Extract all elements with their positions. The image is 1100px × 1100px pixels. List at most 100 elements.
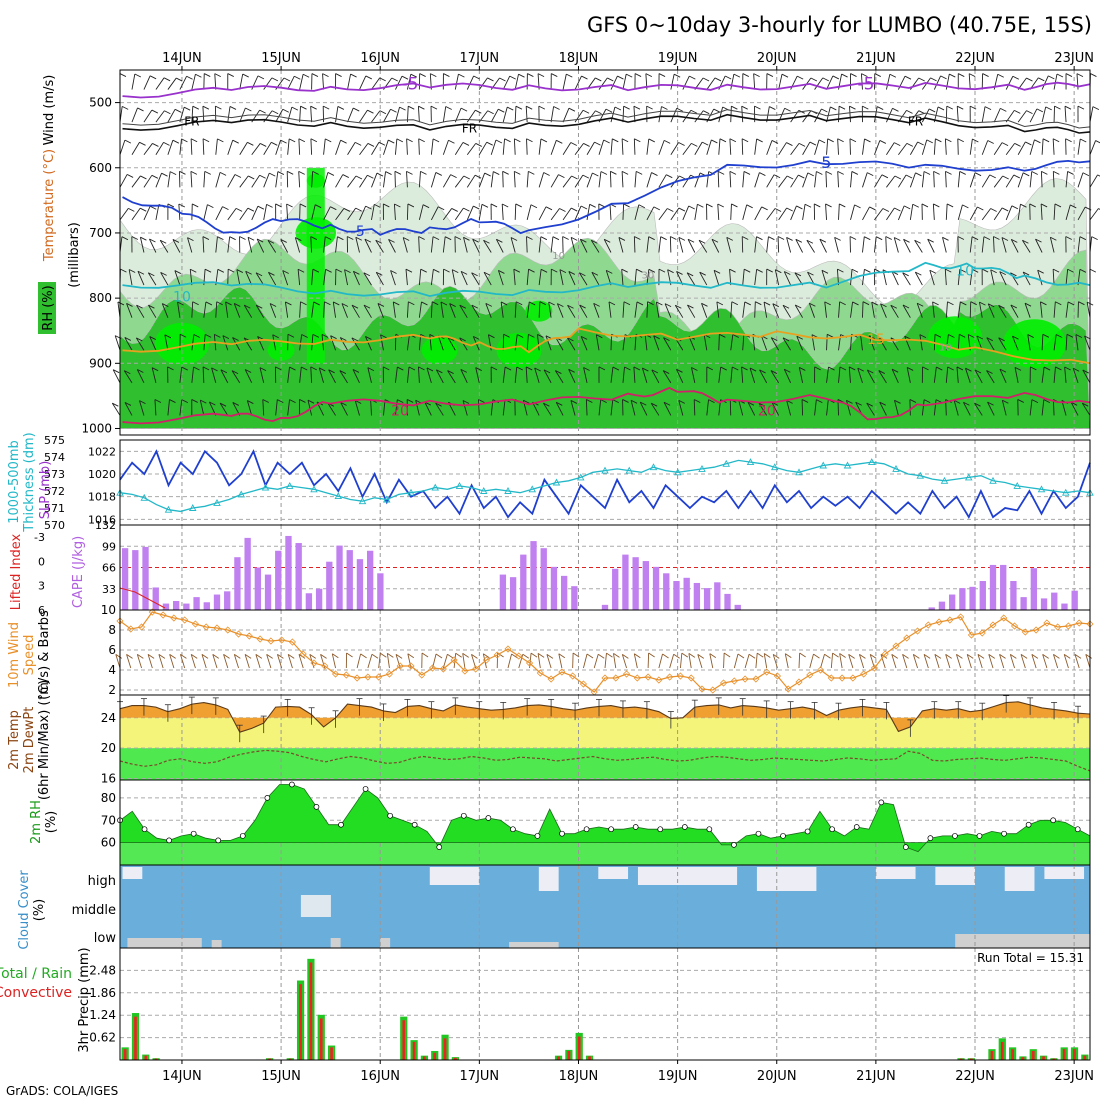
thickness-marker	[940, 476, 949, 484]
upper-wind-barb	[460, 369, 468, 384]
upper-wind-barb-flag	[936, 366, 943, 371]
upper-wind-barb-flag	[473, 205, 480, 210]
upper-wind-barb-flag	[426, 367, 434, 372]
thickness-tick-label: 575	[44, 434, 65, 447]
upper-wind-barb-flag	[1067, 301, 1075, 306]
wind10m-barb-flag	[1074, 654, 1082, 659]
temp2m-tick-label: 20	[101, 741, 116, 755]
wind10m-barb	[298, 654, 304, 669]
upper-wind-barb-flag	[124, 370, 131, 374]
wind10m-marker	[569, 672, 577, 680]
upper-wind-barb-flag	[350, 73, 357, 78]
upper-wind-barb-flag	[1040, 203, 1048, 208]
upper-wind-barb-flag	[1067, 171, 1074, 175]
upper-wind-barb	[825, 203, 827, 220]
upper-wind-barb-flag	[169, 399, 176, 403]
upper-wind-barb-flag	[313, 301, 320, 306]
upper-wind-barb-flag	[688, 205, 695, 210]
upper-wind-barb	[119, 139, 126, 155]
upper-wind-barb-flag	[515, 301, 523, 306]
upper-wind-barb	[191, 301, 194, 318]
upper-wind-barb	[663, 337, 672, 351]
wind10m-barb	[988, 654, 994, 669]
upper-wind-barb-flag	[678, 207, 686, 212]
upper-wind-barb	[388, 239, 396, 253]
wind10m-marker	[816, 666, 825, 674]
precip-convective-bar	[288, 1058, 292, 1060]
upper-wind-barb-flag	[1077, 105, 1085, 110]
upper-wind-barb-flag	[148, 272, 155, 277]
upper-wind-barb	[567, 304, 576, 318]
upper-wind-barb	[969, 236, 973, 253]
upper-wind-barb-flag	[965, 367, 972, 372]
cape-bar	[264, 574, 272, 610]
upper-wind-barb-flag	[435, 402, 442, 407]
upper-wind-barb-flag	[528, 170, 535, 175]
cloud-high-gap	[598, 867, 629, 879]
cape-bar	[1071, 590, 1078, 610]
upper-wind-barb	[993, 108, 1001, 123]
upper-wind-barb-flag	[500, 301, 508, 306]
upper-wind-barb-flag	[539, 301, 547, 306]
upper-wind-barb-flag	[774, 208, 782, 212]
upper-wind-barb-flag	[257, 75, 265, 80]
rh2m-marker	[608, 826, 614, 833]
upper-wind-barb	[514, 106, 517, 123]
upper-wind-barb-flag	[551, 268, 558, 273]
day-label-top: 16JUN	[360, 51, 400, 66]
thickness-marker	[576, 473, 585, 481]
upper-wind-barb	[663, 402, 672, 416]
upper-wind-barb-flag	[526, 236, 533, 240]
wind10m-barb-flag	[320, 654, 327, 659]
upper-wind-barb-flag	[771, 140, 779, 144]
upper-wind-barb	[471, 304, 480, 318]
upper-wind-barb-flag	[462, 142, 470, 146]
li-ylabel-0: Lifted Index	[9, 533, 24, 610]
upper-wind-barb-flag	[380, 334, 387, 339]
upper-wind-barb-flag	[945, 170, 952, 175]
upper-wind-barb	[239, 207, 249, 221]
upper-wind-barb-flag	[172, 239, 180, 243]
upper-wind-barb	[124, 402, 133, 416]
upper-wind-barb	[143, 175, 153, 188]
upper-wind-barb-flag	[927, 238, 934, 243]
upper-wind-barb	[275, 399, 278, 416]
wind10m-barb-flag	[785, 653, 792, 659]
cloud-level-label: high	[88, 874, 116, 889]
upper-wind-barb-flag	[945, 268, 952, 273]
upper-wind-barb-flag	[528, 333, 535, 338]
upper-wind-barb	[454, 74, 459, 90]
upper-wind-barb	[591, 272, 600, 286]
upper-wind-barb-flag	[136, 304, 143, 309]
upper-wind-barb	[754, 206, 763, 221]
rh2m-marker	[313, 803, 320, 810]
rh2m-marker	[1025, 821, 1032, 828]
upper-wind-barb	[574, 205, 582, 221]
upper-wind-barb	[231, 370, 241, 384]
upper-wind-barb	[466, 109, 476, 123]
wind10m-barb	[287, 654, 293, 669]
upper-wind-barb	[717, 171, 720, 188]
upper-wind-barb	[490, 108, 499, 123]
upper-wind-barb	[177, 301, 181, 318]
cape-bar	[663, 573, 670, 610]
upper-wind-barb	[646, 236, 650, 253]
upper-wind-barb	[256, 238, 265, 253]
upper-wind-barb-flag	[407, 203, 415, 208]
thickness-marker	[892, 464, 900, 472]
upper-wind-barb-flag	[351, 304, 359, 309]
upper-wind-barb-flag	[136, 337, 143, 342]
upper-wind-barb-flag	[849, 366, 856, 371]
upper-wind-barb-flag	[701, 302, 708, 307]
upper-wind-barb-flag	[810, 77, 818, 82]
upper-wind-barb-flag	[600, 399, 607, 404]
wind10m-marker	[806, 671, 814, 679]
thickness-line	[119, 459, 1091, 513]
thickness-marker	[237, 490, 246, 498]
rh2m-marker	[1050, 817, 1057, 824]
upper-wind-barb-flag	[1022, 271, 1030, 276]
upper-wind-barb	[1035, 238, 1043, 253]
upper-wind-barb	[742, 334, 745, 351]
upper-wind-barb-flag	[1045, 106, 1052, 111]
upper-wind-barb	[898, 174, 907, 188]
